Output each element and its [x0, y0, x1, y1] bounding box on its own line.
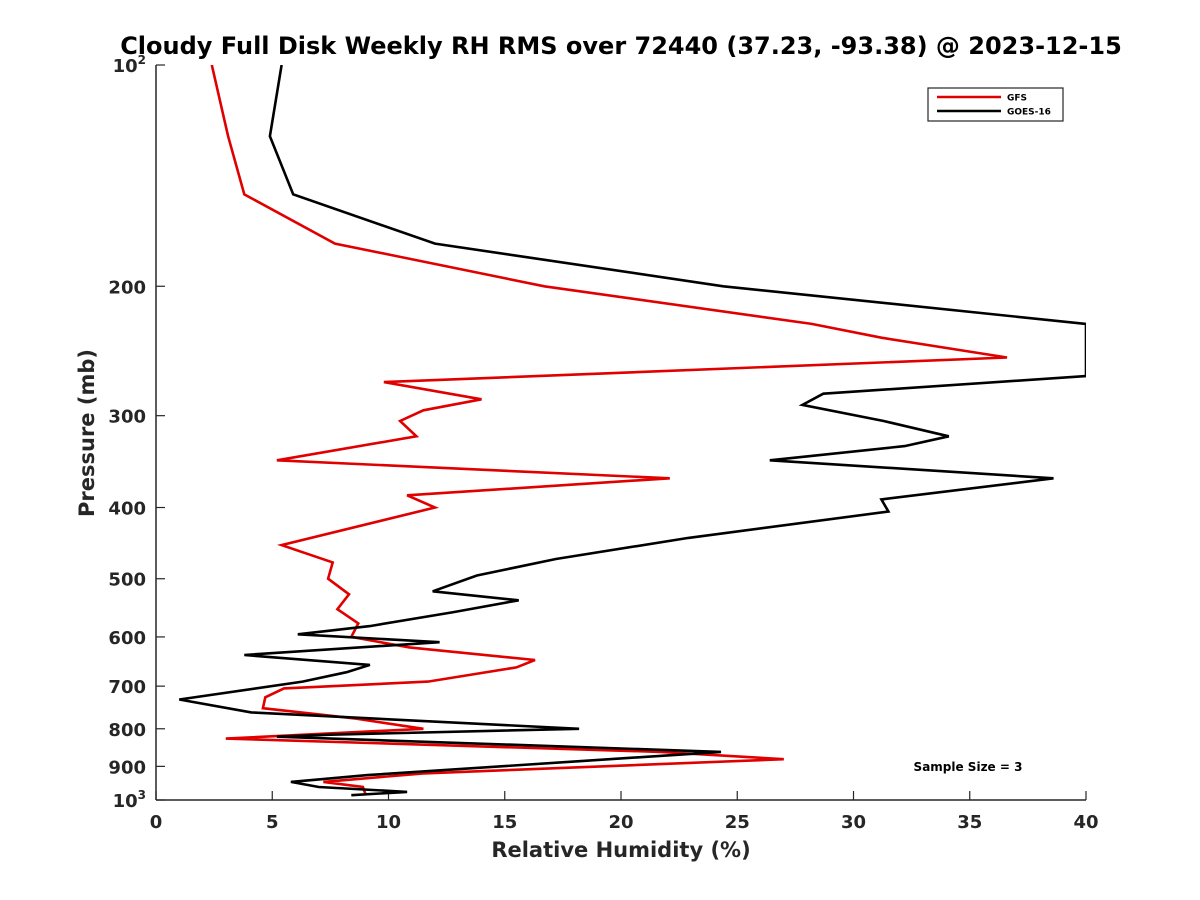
y-tick-label: 500 — [108, 570, 146, 591]
legend-label: GOES-16 — [1007, 108, 1051, 118]
series-line-goes-16 — [179, 65, 1086, 797]
y-tick-label: 400 — [108, 499, 146, 520]
x-tick-label: 0 — [150, 812, 163, 833]
legend-label: GFS — [1007, 94, 1027, 104]
x-tick-label: 20 — [608, 812, 633, 833]
legend-box — [927, 87, 1064, 122]
x-axis-label: Relative Humidity (%) — [491, 838, 750, 862]
y-tick-label: 300 — [108, 407, 146, 428]
plot-area: 0 5 10 15 20 25 30 35 40 102 200 300 400 500 600 700 800… — [108, 53, 1098, 833]
y-tick-label: 900 — [108, 757, 146, 778]
x-tick-label: 10 — [376, 812, 401, 833]
x-tick-label: 15 — [492, 812, 517, 833]
y-tick-label: 600 — [108, 628, 146, 649]
sample-size-note: Sample Size = 3 — [914, 760, 1023, 774]
legend: GFS GOES-16 — [927, 87, 1064, 122]
x-tick-label: 40 — [1073, 812, 1098, 833]
series-line-gfs — [210, 65, 1008, 795]
x-tick-label: 30 — [841, 812, 866, 833]
x-tick-label: 5 — [266, 812, 279, 833]
y-tick-label: 103 — [113, 788, 146, 812]
y-tick-label: 800 — [108, 720, 146, 741]
y-axis-label: Pressure (mb) — [75, 349, 99, 517]
chart-title: Cloudy Full Disk Weekly RH RMS over 7244… — [120, 32, 1122, 60]
x-tick-label: 35 — [957, 812, 982, 833]
x-tick-label: 25 — [725, 812, 750, 833]
y-tick-label: 700 — [108, 677, 146, 698]
y-tick-label: 200 — [108, 277, 146, 298]
y-tick-label: 102 — [113, 53, 146, 77]
